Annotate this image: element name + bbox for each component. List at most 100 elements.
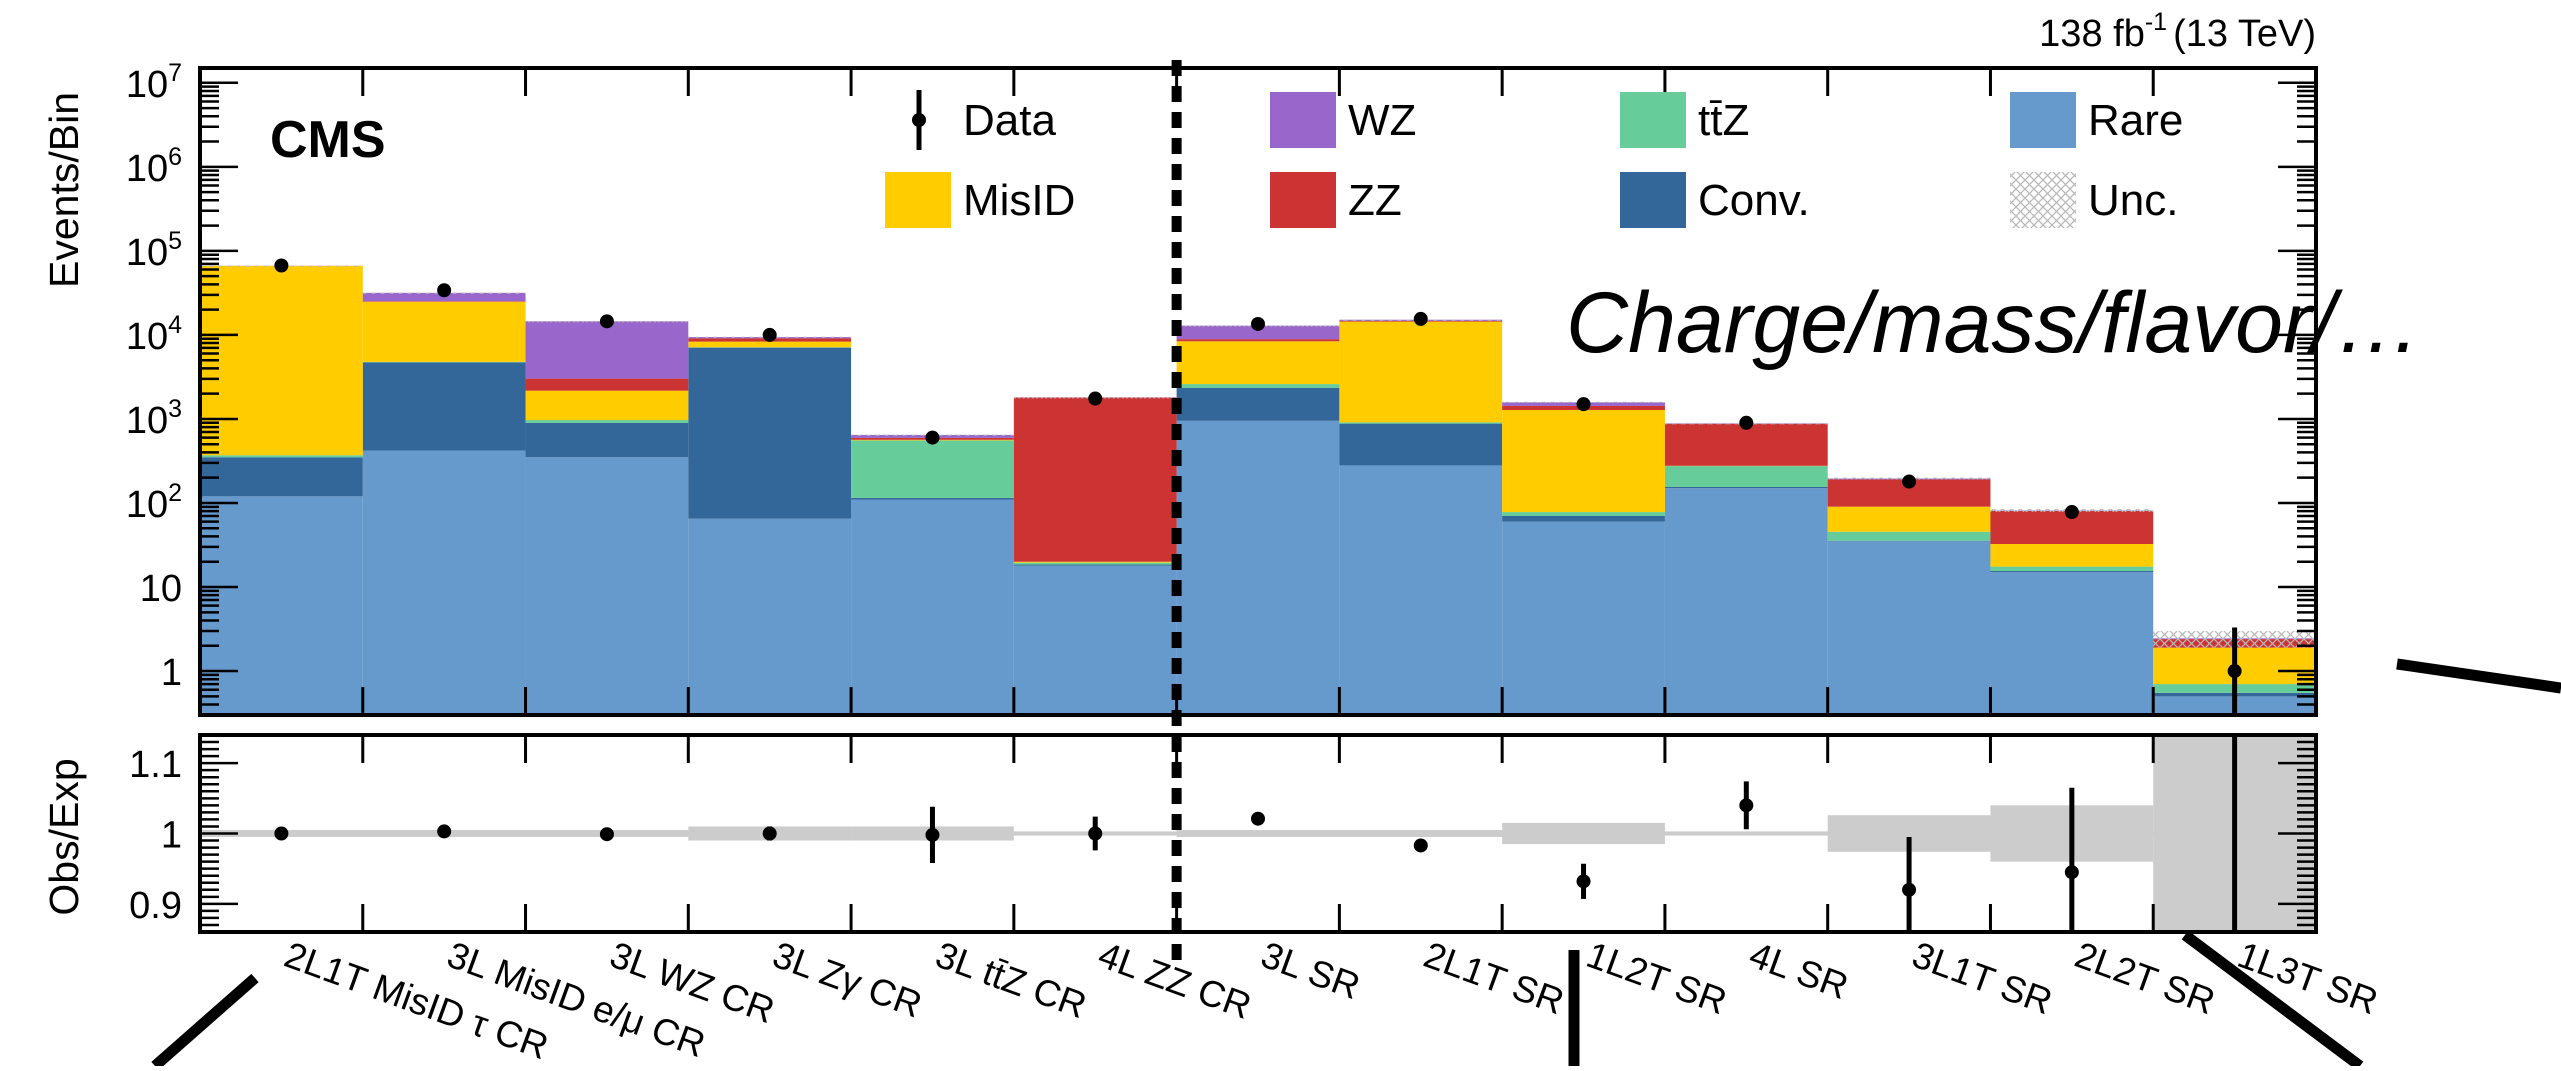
category-label-7: 3L SR bbox=[1256, 934, 1365, 1007]
bar-misid-bin-8 bbox=[1339, 322, 1502, 423]
ratio-point-bin-1 bbox=[274, 827, 288, 841]
bar-misid-bin-2 bbox=[363, 302, 526, 362]
ratio-band-bin-7 bbox=[1177, 830, 1340, 837]
ratio-y-axis-label: Obs/Exp bbox=[41, 758, 87, 915]
lumi-exponent: -1 bbox=[2145, 8, 2167, 36]
bar-zz-bin-6 bbox=[1014, 397, 1177, 561]
ratio-point-bin-8 bbox=[1414, 838, 1428, 852]
data-point-bin-7 bbox=[1251, 317, 1265, 331]
y-tick-label-exponent: 2 bbox=[168, 479, 182, 507]
bar-misid-bin-11 bbox=[1828, 507, 1991, 532]
bar-rare-bin-11 bbox=[1828, 541, 1991, 715]
bar-tt-z-bin-6 bbox=[1014, 563, 1177, 565]
y-tick-label: 106 bbox=[126, 143, 182, 190]
annotation-line-left bbox=[155, 978, 255, 1066]
ratio-point-bin-4 bbox=[763, 827, 777, 841]
y-tick-label-base: 10 bbox=[140, 568, 182, 610]
legend-swatch-zz bbox=[1270, 172, 1336, 228]
bar-tt-z-bin-8 bbox=[1339, 422, 1502, 423]
data-point-bin-5 bbox=[925, 431, 939, 445]
bar-conv-bin-4 bbox=[688, 348, 851, 519]
bar-rare-bin-4 bbox=[688, 519, 851, 715]
y-tick-label: 107 bbox=[126, 59, 182, 106]
y-tick-label-exponent: 7 bbox=[168, 59, 182, 87]
y-tick-label: 103 bbox=[126, 395, 182, 442]
y-tick-label: 1 bbox=[161, 652, 182, 694]
bar-conv-bin-9 bbox=[1502, 516, 1665, 522]
bar-rare-bin-5 bbox=[851, 500, 1014, 715]
data-point-bin-1 bbox=[274, 258, 288, 272]
ratio-tick-label: 1 bbox=[161, 815, 182, 857]
ratio-point-bin-5 bbox=[925, 828, 939, 842]
y-tick-label: 105 bbox=[126, 227, 182, 274]
y-tick-label: 102 bbox=[126, 479, 182, 526]
bar-conv-bin-5 bbox=[851, 498, 1014, 500]
bar-wz-bin-3 bbox=[526, 321, 689, 378]
data-point-bin-12 bbox=[2065, 505, 2079, 519]
ratio-point-bin-10 bbox=[1739, 798, 1753, 812]
ratio-point-bin-3 bbox=[600, 827, 614, 841]
bar-rare-bin-12 bbox=[1990, 572, 2153, 715]
ratio-band-bin-9 bbox=[1502, 823, 1665, 844]
ratio-point-bin-11 bbox=[1902, 883, 1916, 897]
bar-misid-bin-3 bbox=[526, 391, 689, 420]
annotation-line-right-upper bbox=[2397, 664, 2561, 688]
data-point-bin-2 bbox=[437, 283, 451, 297]
legend-label-conv: Conv. bbox=[1698, 176, 1810, 225]
ratio-tick-label: 0.9 bbox=[129, 885, 182, 927]
lumi-value: 138 fb bbox=[2039, 13, 2145, 55]
category-label-5: 3L tt̄Z CR bbox=[930, 934, 1092, 1026]
bar-tt-z-bin-3 bbox=[526, 420, 689, 423]
y-tick-label-exponent: 5 bbox=[168, 227, 182, 255]
legend-label-misid: MisID bbox=[963, 176, 1075, 225]
bar-tt-z-bin-1 bbox=[200, 455, 363, 457]
bar-rare-bin-10 bbox=[1665, 488, 1828, 715]
bar-conv-bin-11 bbox=[1828, 541, 1991, 542]
luminosity-label: 138 fb-1(13 TeV) bbox=[2039, 8, 2316, 55]
y-tick-label-base: 10 bbox=[126, 400, 168, 442]
y-tick-label-base: 10 bbox=[126, 484, 168, 526]
bar-zz-bin-2 bbox=[363, 301, 526, 302]
ratio-band-bin-8 bbox=[1339, 830, 1502, 837]
ratio-plot-area bbox=[200, 735, 2316, 932]
bar-conv-bin-1 bbox=[200, 457, 363, 496]
bar-tt-z-bin-5 bbox=[851, 440, 1014, 497]
category-label-11: 3L1T SR bbox=[1907, 934, 2058, 1022]
data-point-bin-8 bbox=[1414, 312, 1428, 326]
y-tick-label-base: 1 bbox=[161, 652, 182, 694]
bar-zz-bin-7 bbox=[1177, 339, 1340, 341]
y-tick-label-base: 10 bbox=[126, 316, 168, 358]
bar-misid-bin-1 bbox=[200, 266, 363, 455]
ratio-point-bin-9 bbox=[1577, 874, 1591, 888]
y-tick-label-exponent: 4 bbox=[168, 311, 182, 339]
category-label-10: 4L SR bbox=[1744, 934, 1853, 1007]
bar-conv-bin-6 bbox=[1014, 565, 1177, 566]
data-point-bin-3 bbox=[600, 314, 614, 328]
category-label-13: 1L3T SR bbox=[2232, 934, 2383, 1022]
legend-swatch-wz bbox=[1270, 92, 1336, 148]
category-label-4: 3L Zγ CR bbox=[768, 934, 928, 1026]
overlay-text: Charge/mass/flavor/… bbox=[1566, 275, 2422, 371]
bar-rare-bin-2 bbox=[363, 451, 526, 715]
legend-label-wz: WZ bbox=[1348, 96, 1416, 145]
legend-label-rare: Rare bbox=[2088, 96, 2183, 145]
bar-misid-bin-4 bbox=[688, 342, 851, 348]
bar-conv-bin-7 bbox=[1177, 388, 1340, 421]
bar-conv-bin-3 bbox=[526, 423, 689, 457]
bar-rare-bin-9 bbox=[1502, 522, 1665, 715]
data-point-bin-4 bbox=[763, 328, 777, 342]
bar-rare-bin-8 bbox=[1339, 465, 1502, 715]
y-tick-label-exponent: 3 bbox=[168, 395, 182, 423]
data-point-bin-6 bbox=[1088, 392, 1102, 406]
bar-rare-bin-6 bbox=[1014, 566, 1177, 715]
bar-zz-bin-3 bbox=[526, 379, 689, 391]
bar-conv-bin-2 bbox=[363, 362, 526, 450]
ratio-point-bin-2 bbox=[437, 824, 451, 838]
data-point-bin-10 bbox=[1739, 416, 1753, 430]
legend-label-data: Data bbox=[963, 96, 1056, 145]
legend-label-zz: ZZ bbox=[1348, 176, 1402, 225]
experiment-label: CMS bbox=[270, 111, 386, 169]
